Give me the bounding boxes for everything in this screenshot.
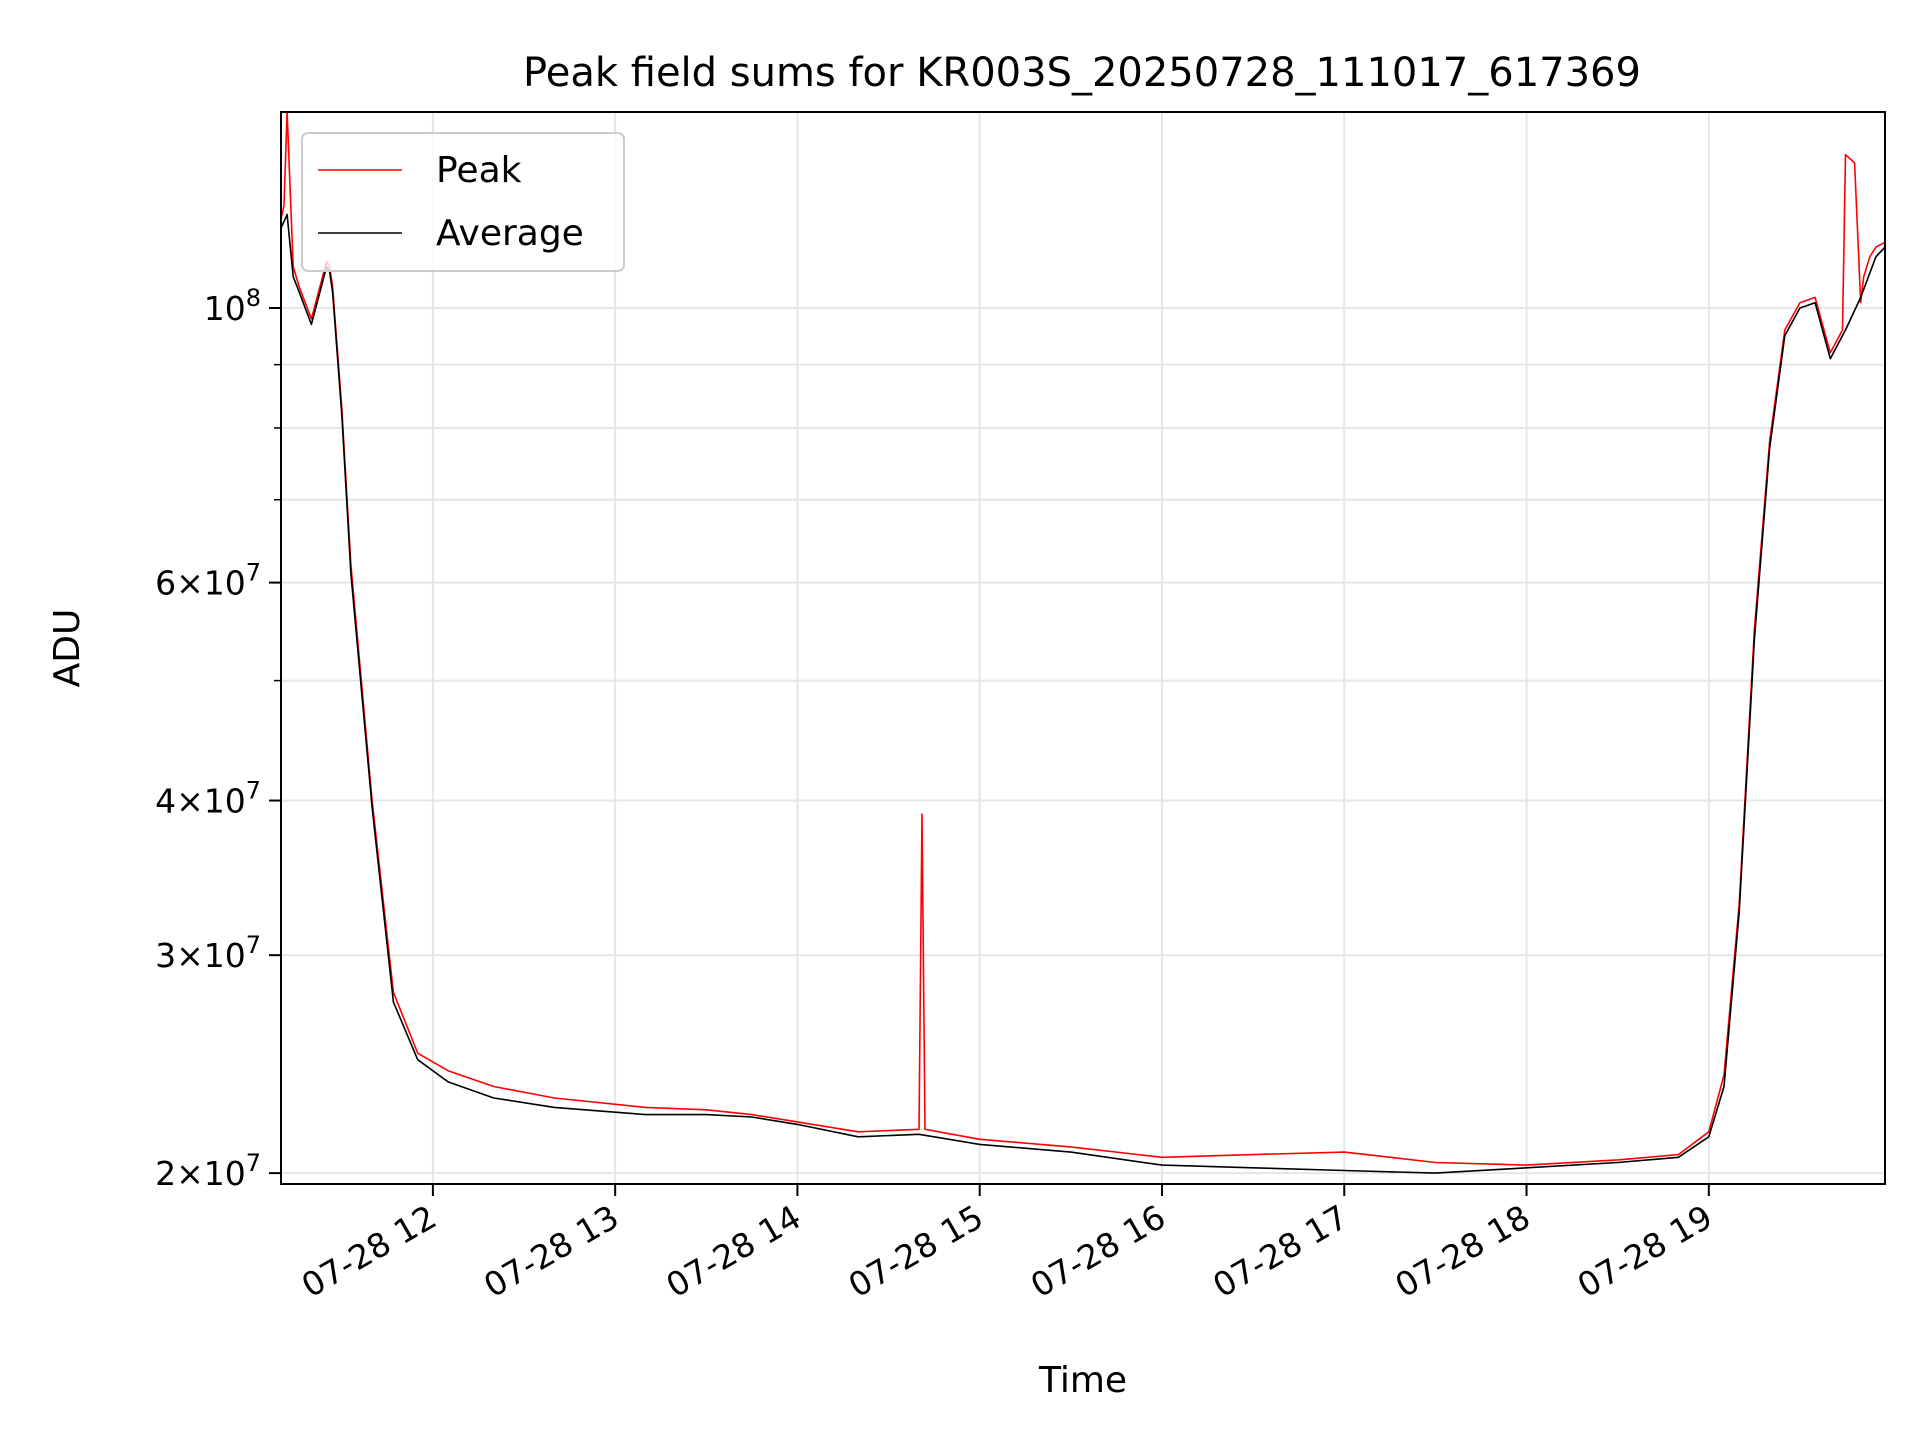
x-axis-label: Time [1038,1360,1127,1401]
y-tick-label: 4×107 [155,777,261,821]
legend-label-average: Average [436,213,584,254]
y-tick-label: 108 [204,284,261,328]
y-tick-label: 3×107 [155,931,261,975]
plot-area [280,111,1886,1185]
y-tick-label: 2×107 [155,1149,261,1193]
legend-box [301,132,625,272]
y-tick-label: 6×107 [155,559,261,603]
legend-label-peak: Peak [436,150,522,191]
grid [281,112,1885,1184]
series-lines [280,111,1886,1174]
series-line-average [280,213,1886,1174]
chart-title: Peak field sums for KR003S_20250728_1110… [523,50,1641,96]
y-axis-label: ADU [47,609,88,688]
legend: Peak Average [301,132,625,272]
